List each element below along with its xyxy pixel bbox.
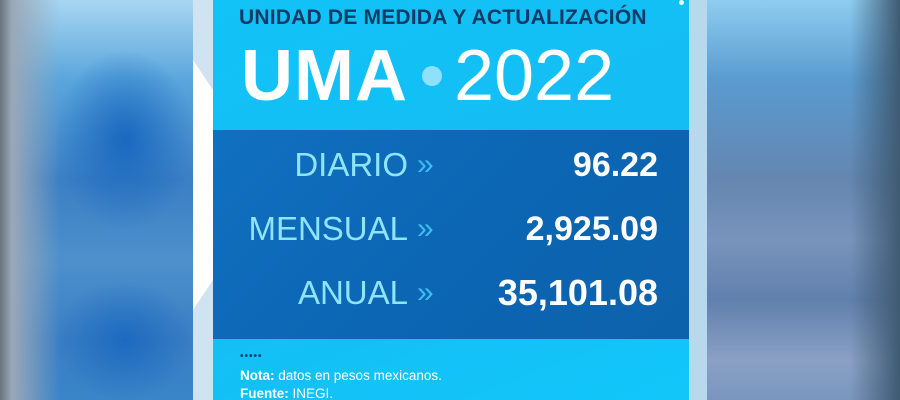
note-line: Nota: datos en pesos mexicanos. xyxy=(240,367,442,385)
blurred-background-right xyxy=(707,0,900,400)
subtitle: UNIDAD DE MEDIDA Y ACTUALIZACIÓN xyxy=(239,6,647,29)
row-value: 35,101.08 xyxy=(497,272,658,313)
frame-border-left xyxy=(193,0,213,400)
source-line: Fuente: INEGI. xyxy=(240,385,442,400)
separator-dot-icon xyxy=(421,66,442,86)
footnote: Nota: datos en pesos mexicanos. Fuente: … xyxy=(240,367,442,400)
values-box: DIARIO » 96.22 MENSUAL » 2,925.09 ANUAL … xyxy=(213,130,689,339)
source-label: Fuente: xyxy=(240,386,289,400)
decorative-dots: ••••• xyxy=(240,351,263,362)
blurred-background-left xyxy=(0,0,193,400)
title-year: 2022 xyxy=(453,36,615,116)
frame-border-right xyxy=(689,0,707,400)
row-value: 2,925.09 xyxy=(525,210,658,248)
row-label: ANUAL xyxy=(297,274,408,311)
uma-infographic: UNIDAD DE MEDIDA Y ACTUALIZACIÓN UMA 202… xyxy=(213,0,689,400)
row-label: MENSUAL xyxy=(248,210,408,247)
title: UMA 2022 xyxy=(241,36,614,116)
decorative-dot xyxy=(679,0,684,5)
row-anual: ANUAL » 35,101.08 xyxy=(213,270,689,316)
double-chevron-icon: » xyxy=(417,148,434,181)
row-mensual: MENSUAL » 2,925.09 xyxy=(213,206,689,252)
note-label: Nota: xyxy=(240,368,275,383)
row-label: DIARIO xyxy=(294,146,408,183)
double-chevron-icon: » xyxy=(417,212,434,245)
source-text: INEGI. xyxy=(288,386,334,400)
double-chevron-icon: » xyxy=(417,276,434,309)
note-text: datos en pesos mexicanos. xyxy=(274,368,442,383)
row-value: 96.22 xyxy=(572,146,658,184)
row-diario: DIARIO » 96.22 xyxy=(213,142,689,188)
title-uma: UMA xyxy=(241,36,408,116)
